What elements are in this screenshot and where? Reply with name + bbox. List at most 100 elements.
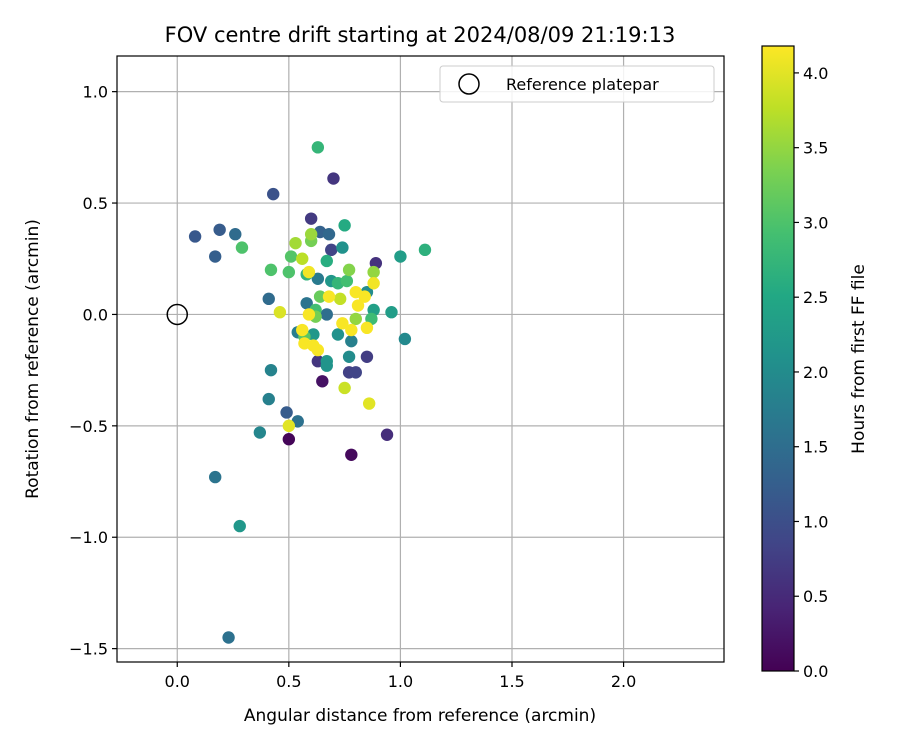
data-point (398, 332, 412, 346)
data-point (262, 392, 275, 406)
y-axis: −1.5 −1.0 −0.5 0.0 0.5 1.0 (69, 83, 117, 659)
data-point (360, 321, 374, 335)
data-point (320, 254, 333, 268)
data-point (338, 219, 351, 232)
x-tick-label: 1.5 (499, 672, 524, 691)
data-point (302, 308, 316, 321)
data-point (316, 375, 329, 388)
data-point (304, 212, 318, 225)
data-point (300, 297, 313, 310)
reference-marker-group (166, 303, 189, 326)
data-point (345, 334, 358, 348)
data-point (380, 428, 394, 441)
chart-title: FOV centre drift starting at 2024/08/09 … (165, 23, 676, 47)
legend-box (439, 65, 715, 103)
y-tick-label: 0.0 (83, 305, 108, 324)
data-point (264, 263, 278, 277)
x-tick-label: 2.0 (611, 672, 636, 691)
data-point (213, 223, 226, 236)
data-point (358, 290, 371, 303)
data-points (188, 141, 432, 644)
data-point (340, 274, 354, 288)
data-point (360, 350, 374, 363)
y-tick-label: −1.0 (69, 528, 108, 547)
data-point (235, 241, 249, 254)
colorbar-tick-label: 1.0 (803, 512, 828, 531)
y-tick-label: 1.0 (83, 83, 108, 102)
colorbar-tick-label: 2.5 (803, 288, 828, 307)
data-point (284, 250, 298, 263)
data-point (282, 419, 296, 433)
colorbar-tick-label: 2.0 (803, 363, 828, 382)
data-point (322, 228, 336, 241)
data-point (320, 308, 333, 321)
colorbar (761, 45, 795, 672)
colorbar-tick-label: 0.5 (803, 587, 828, 606)
y-tick-label: −0.5 (69, 417, 108, 436)
data-point (302, 265, 316, 279)
x-tick-label: 0.5 (276, 672, 301, 691)
y-axis-label: Rotation from reference (arcmin) (23, 219, 43, 499)
data-point (345, 448, 358, 462)
data-point (362, 397, 376, 410)
data-point (313, 290, 327, 303)
colorbar-tick-label: 4.0 (803, 64, 828, 83)
data-point (267, 187, 280, 201)
data-point (304, 228, 318, 241)
data-point (349, 312, 362, 326)
data-point (208, 470, 222, 484)
data-point (208, 250, 222, 263)
x-axis-label: Angular distance from reference (arcmin) (244, 706, 596, 726)
data-point (188, 230, 202, 243)
legend-entry-label: Reference platepar (506, 75, 659, 94)
data-point (338, 381, 351, 395)
data-point (253, 426, 267, 439)
data-point (264, 363, 278, 377)
data-point (320, 359, 333, 372)
data-point (367, 277, 380, 290)
data-point (325, 243, 338, 257)
data-point (327, 172, 340, 185)
data-point (282, 265, 296, 279)
plot-frame (116, 55, 725, 663)
data-point (282, 433, 296, 446)
data-point (273, 306, 287, 319)
data-point (345, 323, 358, 337)
legend-marker (458, 73, 480, 95)
data-point (311, 272, 325, 285)
data-point (342, 263, 356, 277)
data-point (351, 299, 365, 312)
data-point (336, 241, 349, 254)
data-point (311, 141, 325, 154)
x-tick-label: 0.0 (165, 672, 190, 691)
data-point (296, 252, 309, 265)
data-point (289, 236, 302, 250)
data-point (322, 290, 336, 303)
colorbar-tick-label: 0.0 (803, 662, 828, 681)
data-point (394, 250, 407, 263)
data-point (349, 366, 362, 379)
colorbar-axis: 0.0 0.5 1.0 1.5 2.0 2.5 3.0 3.5 4.0 (794, 64, 828, 681)
colorbar-tick-label: 1.5 (803, 438, 828, 457)
data-point (222, 631, 235, 644)
x-axis: 0.0 0.5 1.0 1.5 2.0 (165, 662, 636, 691)
y-tick-label: 0.5 (83, 194, 108, 213)
data-point (229, 228, 242, 241)
y-tick-label: −1.5 (69, 640, 108, 659)
data-point (418, 243, 432, 257)
data-point (262, 292, 275, 306)
data-point (342, 350, 356, 363)
reference-platepar-marker (166, 303, 189, 326)
data-point (385, 306, 398, 319)
data-point (296, 323, 309, 337)
legend: Reference platepar (439, 65, 715, 103)
data-point (333, 292, 347, 306)
colorbar-label: Hours from first FF file (849, 264, 869, 454)
data-point (311, 343, 325, 357)
x-tick-label: 1.0 (388, 672, 413, 691)
colorbar-tick-label: 3.0 (803, 213, 828, 232)
data-point (336, 317, 349, 330)
data-point (331, 328, 345, 341)
